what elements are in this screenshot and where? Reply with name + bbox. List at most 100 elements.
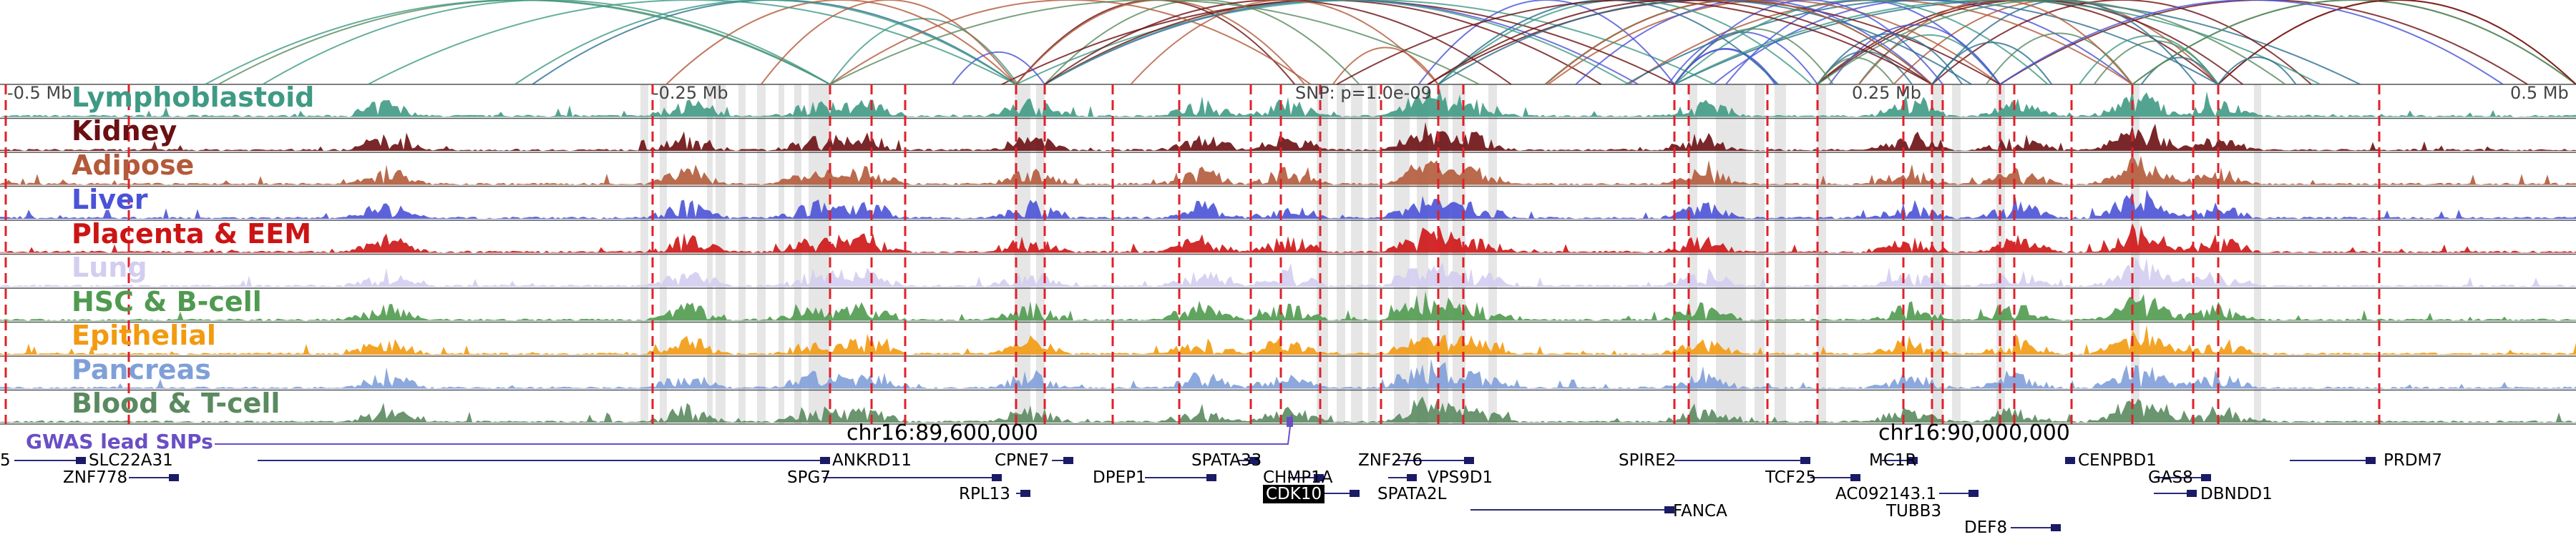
coordinate-right: chr16:90,000,000: [1878, 420, 2070, 445]
interaction-arc: [1817, 56, 1895, 85]
signal-track: [0, 155, 2576, 185]
interaction-arc: [2218, 56, 2297, 85]
gene-label: SPATA2L: [1377, 485, 1447, 503]
interaction-arc: [1332, 46, 1439, 85]
interaction-arc: [2132, 0, 2576, 85]
interaction-arc: [1999, 0, 2528, 85]
gene-label: CENPBD1: [2078, 451, 2157, 470]
gene-label: RPL13: [959, 485, 1010, 503]
interaction-arc: [1044, 0, 1630, 85]
signal-track: [0, 189, 2576, 219]
interaction-arc: [1625, 0, 2219, 85]
gene-label: PRDM7: [2384, 451, 2443, 470]
interaction-arc: [1547, 0, 2001, 85]
gene-label: ANKRD11: [832, 451, 912, 470]
interaction-arc: [1817, 0, 2286, 85]
gene-label: MC1R: [1869, 451, 1917, 470]
gene-label: SPATA33: [1191, 451, 1262, 470]
gene-model-exon: [1850, 474, 1860, 481]
gene-model-exon: [1407, 474, 1417, 481]
gene-label: ZNF276: [1358, 451, 1423, 470]
track-label-2: Adipose: [72, 149, 195, 181]
gene-label: VPS9D1: [1428, 468, 1493, 487]
interaction-arc: [1999, 0, 2504, 85]
interaction-arc: [1575, 0, 1933, 85]
gene-model-exon: [1464, 457, 1474, 464]
interaction-arc: [1130, 0, 1439, 85]
gene-label: SLC22A31: [89, 451, 173, 470]
interaction-arc: [1674, 0, 2321, 85]
interaction-arc: [1667, 31, 1818, 85]
gene-label: ZNF778: [63, 468, 128, 487]
signal-track: [0, 122, 2576, 151]
interaction-arc: [1817, 33, 1963, 85]
axis-mid-right-label: 0.25 Mb: [1852, 83, 1922, 103]
gene-label: TUBB3: [1886, 502, 1942, 521]
interaction-arc: [760, 0, 1017, 85]
track-label-8: Pancreas: [72, 354, 211, 385]
track-label-5: Lung: [72, 252, 147, 283]
interaction-arc: [205, 0, 831, 85]
gene-model-exon: [76, 457, 86, 464]
gene-model-exon: [1249, 457, 1259, 464]
interaction-arc: [952, 51, 1045, 85]
gene-label: SPG7: [787, 468, 831, 487]
gene-model-exon: [169, 474, 179, 481]
signal-track: [0, 257, 2576, 287]
track-label-4: Placenta & EEM: [72, 218, 312, 250]
gene-label: DPEP1: [1093, 468, 1146, 487]
interaction-arc: [1044, 0, 1639, 85]
gene-model-exon: [1968, 490, 1979, 497]
interaction-arc: [2079, 35, 2219, 85]
interaction-arc: [1438, 0, 1779, 85]
gene-label: 5: [0, 451, 11, 470]
gene-model-exon: [1350, 490, 1360, 497]
gene-label: CPNE7: [995, 451, 1050, 470]
gene-label: AC092143.1: [1835, 485, 1937, 503]
axis-left-label: -0.5 Mb: [7, 83, 72, 103]
interaction-arc: [829, 18, 1019, 85]
interaction-arc: [665, 0, 1017, 85]
track-label-7: Epithelial: [72, 320, 216, 351]
interaction-arc: [829, 0, 1312, 85]
signal-track: [0, 359, 2576, 389]
coordinate-left: chr16:89,600,000: [847, 420, 1038, 445]
interaction-arc: [1044, 0, 1360, 85]
axis-right-label: 0.5 Mb: [2510, 83, 2569, 103]
gene-model-exon: [1314, 474, 1324, 481]
interaction-arc: [262, 0, 831, 85]
gene-label: FANCA: [1673, 502, 1727, 521]
gwas-snp-marker: [1287, 417, 1293, 427]
gene-model-exon: [1908, 457, 1918, 464]
gene-label: GAS8: [2148, 468, 2193, 487]
track-label-3: Liver: [72, 184, 148, 215]
gene-model-exon: [1063, 457, 1073, 464]
interaction-arc: [1931, 41, 2053, 85]
signal-track: [0, 87, 2576, 117]
gene-model-exon: [2065, 457, 2075, 464]
interaction-arc: [1336, 0, 1933, 85]
interaction-arc: [367, 0, 1017, 85]
gene-model-exon: [1664, 506, 1674, 513]
signal-track: [0, 223, 2576, 253]
gene-model-exon: [1020, 490, 1030, 497]
signal-track: [0, 325, 2576, 355]
interaction-arc: [2218, 0, 2576, 85]
gene-model-exon: [1800, 457, 1810, 464]
axis-mid-left-label: -0.25 Mb: [653, 83, 728, 103]
track-label-6: HSC & B-cell: [72, 286, 262, 317]
interaction-arc: [2132, 0, 2576, 85]
gene-label-highlighted: CDK10: [1263, 485, 1325, 503]
interaction-arc: [1628, 0, 2133, 85]
interaction-arc: [2140, 56, 2219, 85]
gene-model-exon: [2366, 457, 2376, 464]
gene-label: SPIRE2: [1619, 451, 1677, 470]
track-label-0: Lymphoblastoid: [72, 82, 315, 113]
gwas-lead-snps-label: GWAS lead SNPs: [26, 430, 213, 453]
interaction-arc: [1674, 0, 2049, 85]
gene-label: DBNDD1: [2200, 485, 2273, 503]
gene-model-exon: [820, 457, 830, 464]
interaction-arc: [1545, 0, 1933, 85]
interaction-arc: [1418, 0, 1675, 85]
